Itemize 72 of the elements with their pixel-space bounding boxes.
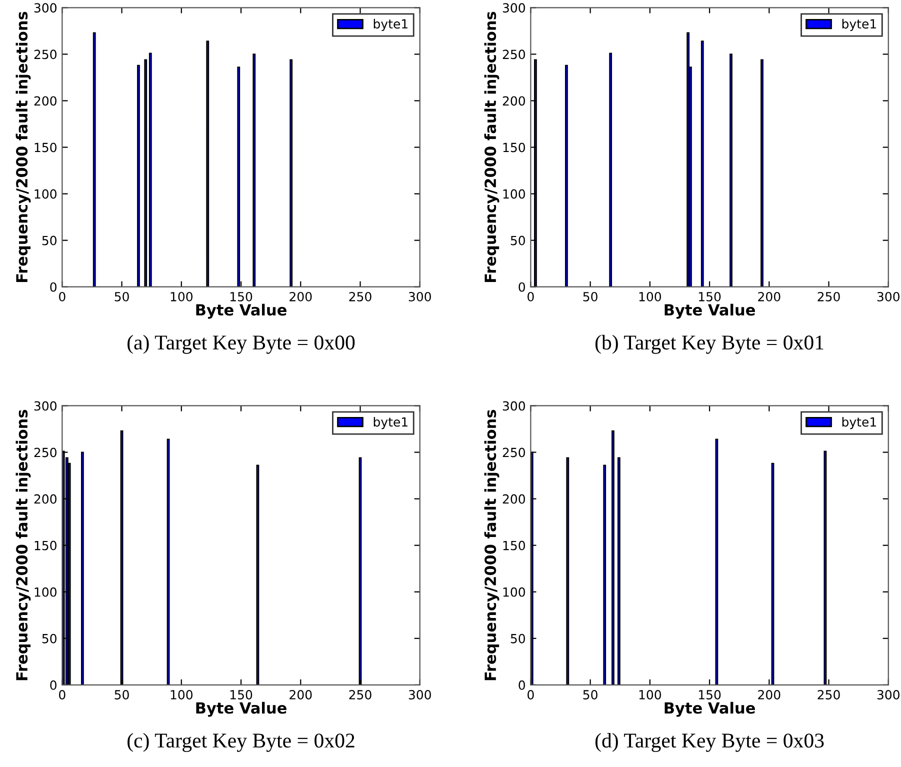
- x-tick-label: 200: [290, 292, 312, 302]
- x-tick-label: 50: [583, 690, 598, 700]
- y-axis-title: Frequency/2000 fault injections: [484, 12, 500, 282]
- x-tick-label: 200: [758, 292, 780, 302]
- y-tick-label: 250: [34, 50, 56, 60]
- y-tick-label: 150: [503, 142, 525, 152]
- x-tick-label: 100: [170, 690, 192, 700]
- x-tick-label: 300: [877, 292, 900, 302]
- x-tick-label: 150: [230, 292, 252, 302]
- y-tick-label: 100: [503, 189, 525, 199]
- text: (a) Target Key Byte = 0x00: [128, 334, 355, 354]
- x-tick-label: 0: [59, 292, 66, 302]
- legend-label: byte1: [842, 416, 876, 430]
- x-tick-label: 150: [698, 690, 721, 700]
- x-tick-label: 200: [758, 690, 780, 700]
- y-tick-label: 300: [34, 3, 56, 13]
- x-axis-title: Byte Value: [664, 702, 755, 717]
- y-tick-label: 150: [34, 142, 56, 152]
- y-tick-label: 50: [510, 634, 525, 644]
- y-tick-label: 0: [50, 680, 56, 690]
- y-tick-label: 300: [502, 401, 525, 411]
- text: (c) Target Key Byte = 0x02: [128, 732, 354, 752]
- y-tick-label: 50: [42, 236, 56, 246]
- x-tick-label: 250: [818, 690, 840, 700]
- y-tick-label: 300: [34, 401, 56, 411]
- x-axis-title: Byte Value: [196, 702, 286, 717]
- x-axis-title: Byte Value: [664, 304, 755, 319]
- x-tick-label: 0: [528, 690, 534, 700]
- y-axis-title: Frequency/2000 fault injections: [16, 12, 31, 282]
- y-tick-label: 250: [34, 448, 56, 458]
- x-axis-title: Byte Value: [196, 304, 286, 319]
- x-tick-label: 250: [818, 292, 840, 302]
- legend-label: byte1: [374, 416, 408, 430]
- x-tick-label: 50: [114, 690, 129, 700]
- y-tick-label: 200: [502, 494, 525, 504]
- y-tick-label: 250: [502, 50, 525, 60]
- y-tick-label: 50: [510, 236, 525, 246]
- text: (d) Target Key Byte = 0x03: [595, 732, 824, 752]
- x-tick-label: 0: [528, 292, 534, 302]
- y-tick-label: 200: [34, 96, 56, 106]
- text: (b) Target Key Byte = 0x01: [595, 334, 824, 354]
- y-tick-label: 100: [503, 587, 525, 597]
- y-tick-label: 150: [34, 540, 56, 550]
- x-tick-label: 250: [349, 690, 372, 700]
- y-axis-title: Frequency/2000 fault injections: [16, 410, 31, 680]
- y-axis-title: Frequency/2000 fault injections: [484, 410, 500, 680]
- y-tick-label: 50: [42, 634, 56, 644]
- x-tick-label: 250: [349, 292, 372, 302]
- x-tick-label: 100: [170, 292, 192, 302]
- legend-label: byte1: [842, 18, 876, 32]
- y-tick-label: 0: [518, 680, 525, 690]
- x-tick-label: 50: [583, 292, 598, 302]
- x-tick-label: 150: [230, 690, 252, 700]
- x-tick-label: 50: [114, 292, 129, 302]
- y-tick-label: 100: [34, 189, 56, 199]
- legend-label: byte1: [374, 18, 408, 32]
- y-tick-label: 200: [502, 96, 525, 106]
- x-tick-label: 100: [639, 690, 662, 700]
- x-tick-label: 300: [408, 690, 431, 700]
- y-tick-label: 300: [502, 3, 525, 13]
- y-tick-label: 0: [518, 282, 525, 292]
- x-tick-label: 200: [290, 690, 312, 700]
- x-tick-label: 300: [408, 292, 431, 302]
- y-tick-label: 200: [34, 494, 56, 504]
- x-tick-label: 300: [877, 690, 900, 700]
- x-tick-label: 100: [639, 292, 662, 302]
- x-tick-label: 150: [698, 292, 721, 302]
- x-tick-label: 0: [59, 690, 66, 700]
- y-tick-label: 250: [502, 448, 525, 458]
- y-tick-label: 150: [503, 540, 525, 550]
- y-tick-label: 100: [34, 587, 56, 597]
- y-tick-label: 0: [50, 282, 56, 292]
